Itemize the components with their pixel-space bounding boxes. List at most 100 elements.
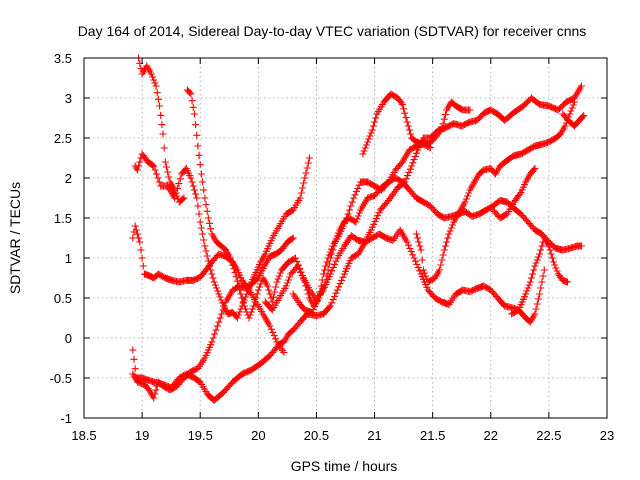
data-point-marker	[297, 268, 305, 276]
data-point-marker	[446, 227, 454, 235]
data-point-marker	[527, 274, 535, 282]
data-point-marker	[211, 281, 219, 289]
data-point-marker	[421, 269, 429, 277]
data-point-marker	[531, 262, 539, 270]
series-1	[129, 82, 585, 404]
data-point-marker	[561, 122, 569, 130]
data-point-marker	[154, 95, 162, 103]
data-point-marker	[292, 254, 300, 262]
data-point-marker	[175, 180, 183, 188]
data-point-marker	[226, 254, 234, 262]
data-point-marker	[273, 278, 281, 286]
data-point-marker	[289, 234, 297, 242]
data-point-marker	[211, 330, 219, 338]
data-point-marker	[158, 121, 166, 129]
data-point-marker	[301, 278, 309, 286]
data-point-marker	[537, 246, 545, 254]
data-point-marker	[425, 143, 433, 151]
data-point-marker	[419, 266, 427, 274]
data-point-marker	[522, 290, 530, 298]
data-point-marker	[323, 272, 331, 280]
data-point-marker	[153, 170, 161, 178]
data-point-marker	[438, 256, 446, 264]
data-point-marker	[567, 107, 575, 115]
data-point-marker	[404, 172, 412, 180]
data-point-marker	[400, 105, 408, 113]
data-point-marker	[155, 178, 163, 186]
data-point-marker	[332, 289, 340, 297]
data-point-marker	[352, 188, 360, 196]
data-point-marker	[414, 234, 422, 242]
data-point-marker	[303, 164, 311, 172]
data-point-marker	[551, 261, 559, 269]
data-point-marker	[192, 121, 200, 129]
data-point-marker	[426, 144, 434, 152]
data-point-marker	[547, 250, 555, 258]
data-point-marker	[267, 325, 275, 333]
data-point-marker	[190, 186, 198, 194]
data-point-marker	[320, 281, 328, 289]
data-point-marker	[303, 286, 311, 294]
data-point-marker	[409, 159, 417, 167]
data-point-marker	[230, 265, 238, 273]
data-point-marker	[195, 151, 203, 159]
axis-ticks: 18.5 19 19.5 20 20.5 21 21.5 22 22.5 23-1-0.500.5…	[50, 51, 615, 443]
data-point-marker	[563, 278, 571, 286]
plot-frame	[83, 57, 608, 419]
data-point-marker	[188, 178, 196, 186]
data-point-marker	[139, 262, 147, 270]
data-point-marker	[165, 173, 173, 181]
data-point-marker	[441, 111, 449, 119]
data-point-marker	[316, 291, 324, 299]
data-point-marker	[152, 386, 160, 394]
x-tick-label: 23	[600, 428, 614, 443]
data-point-marker	[440, 115, 448, 123]
data-point-marker	[550, 258, 558, 266]
data-point-marker	[401, 109, 409, 117]
data-point-marker	[293, 258, 301, 266]
series-2	[129, 234, 297, 402]
data-point-marker	[348, 198, 356, 206]
data-point-marker	[218, 310, 226, 318]
data-point-marker	[410, 254, 418, 262]
data-point-marker	[326, 302, 334, 310]
data-point-marker	[172, 189, 180, 197]
data-point-marker	[203, 252, 211, 260]
data-point-marker	[242, 293, 250, 301]
data-point-marker	[180, 194, 188, 202]
data-point-marker	[534, 253, 542, 261]
data-point-marker	[149, 73, 157, 81]
x-tick-label: 20.5	[304, 428, 329, 443]
data-point-marker	[209, 334, 217, 342]
data-point-marker	[570, 98, 578, 106]
data-point-marker	[150, 162, 158, 170]
data-point-marker	[202, 247, 210, 255]
data-point-marker	[161, 158, 169, 166]
data-point-marker	[579, 113, 587, 121]
data-point-marker	[371, 118, 379, 126]
data-point-marker	[154, 174, 162, 182]
data-point-marker	[418, 256, 426, 264]
data-point-marker	[368, 126, 376, 134]
data-point-marker	[201, 194, 209, 202]
data-point-marker	[171, 186, 179, 194]
data-point-marker	[413, 260, 421, 268]
data-point-marker	[538, 278, 546, 286]
data-point-marker	[250, 302, 258, 310]
data-point-marker	[402, 175, 410, 183]
data-point-marker	[209, 274, 217, 282]
data-point-marker	[159, 130, 167, 138]
data-point-marker	[151, 390, 159, 398]
data-point-marker	[189, 182, 197, 190]
data-point-marker	[215, 290, 223, 298]
data-point-marker	[275, 272, 283, 280]
data-point-marker	[193, 131, 201, 139]
data-point-marker	[204, 214, 212, 222]
data-point-marker	[188, 97, 196, 105]
data-point-marker	[537, 284, 545, 292]
data-point-marker	[192, 190, 200, 198]
data-point-marker	[245, 314, 253, 322]
data-point-marker	[240, 302, 248, 310]
data-point-marker	[439, 120, 447, 128]
data-point-marker	[247, 308, 255, 316]
